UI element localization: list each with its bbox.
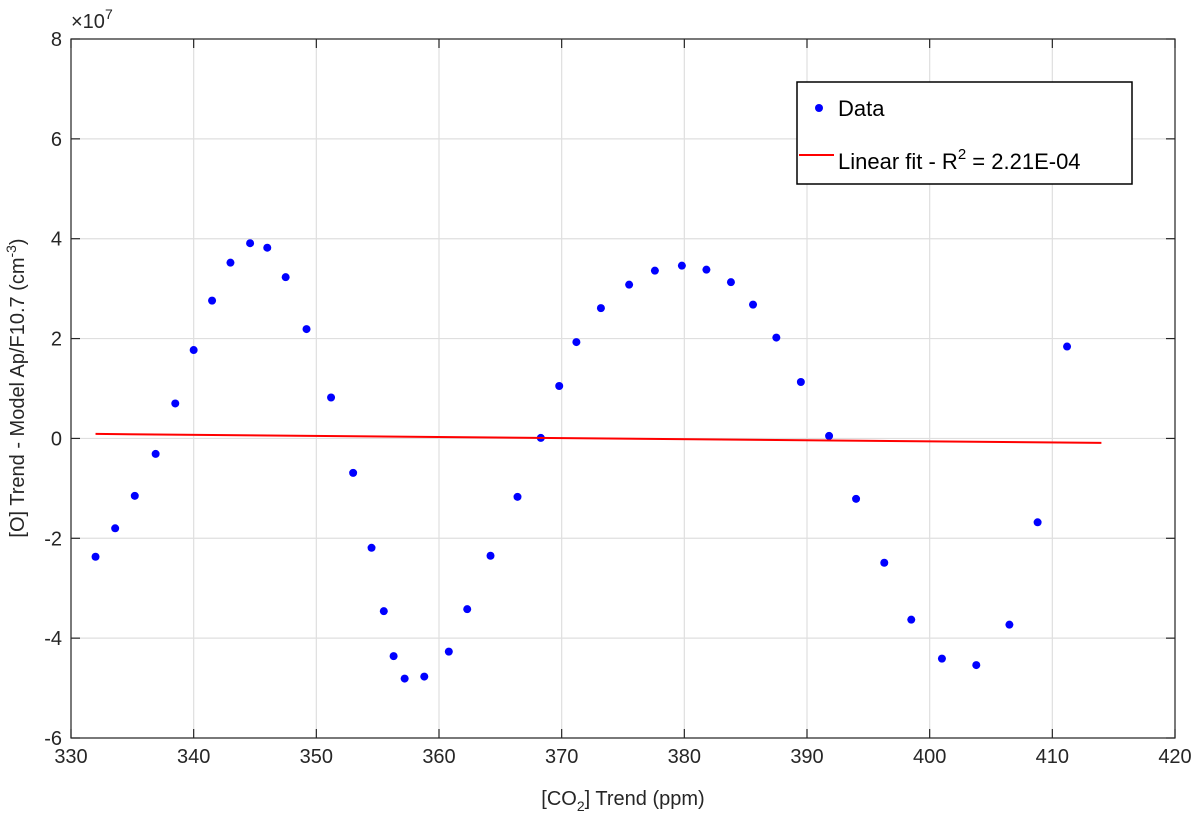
x-tick-label: 380: [668, 746, 701, 768]
x-tick-label: 390: [790, 746, 823, 768]
data-point: [677, 261, 686, 270]
x-tick-label: 370: [545, 746, 578, 768]
data-point: [349, 468, 358, 477]
y-axis-label-sup: -3: [3, 245, 19, 258]
data-point: [555, 382, 564, 391]
y-multiplier-exp: 7: [105, 6, 113, 22]
data-point: [572, 338, 581, 347]
legend-data-label: Data: [838, 96, 885, 121]
y-multiplier: ×107: [71, 6, 113, 33]
data-point: [463, 605, 472, 614]
data-point: [596, 304, 605, 313]
data-point: [130, 491, 139, 500]
data-point: [749, 300, 758, 309]
data-point: [281, 273, 290, 282]
y-axis-label-prefix: [O] Trend - Model Ap/F10.7 (cm: [7, 258, 29, 538]
x-tick-label: 410: [1036, 746, 1069, 768]
y-tick-label: -6: [44, 728, 62, 750]
data-point: [907, 615, 916, 624]
data-point: [852, 494, 861, 503]
data-point: [400, 674, 409, 683]
data-point: [972, 661, 981, 670]
data-point: [796, 378, 805, 387]
data-point: [772, 333, 781, 342]
y-axis-label: [O] Trend - Model Ap/F10.7 (cm-3): [3, 238, 29, 537]
data-point: [1063, 342, 1072, 351]
y-axis-label-suffix: ): [7, 238, 29, 245]
data-point: [151, 449, 160, 458]
data-point: [379, 607, 388, 616]
data-series: [91, 239, 1102, 683]
legend-data-marker: [815, 104, 823, 112]
x-axis-ticks: 330 340 350 360 370 380 390 400 410 420: [54, 39, 1192, 768]
x-axis-label-sub: 2: [577, 798, 585, 814]
x-axis-label-suffix: ] Trend (ppm): [585, 788, 705, 810]
y-axis-ticks: -6 -4 -2 0 2 4 6 8: [44, 29, 1175, 750]
data-point: [420, 672, 429, 681]
y-tick-label: 6: [51, 129, 62, 151]
data-point: [189, 346, 198, 355]
data-point: [702, 265, 711, 274]
data-point: [389, 652, 398, 661]
data-point: [327, 393, 336, 402]
x-axis-label: [CO2] Trend (ppm): [541, 788, 704, 814]
data-point: [91, 552, 100, 561]
x-tick-label: 350: [300, 746, 333, 768]
y-tick-label: 4: [51, 229, 62, 251]
x-tick-label: 330: [54, 746, 87, 768]
y-tick-label: -2: [44, 528, 62, 550]
legend-fit-label: Linear fit - R2 = 2.21E-04: [838, 146, 1081, 174]
y-tick-label: 2: [51, 329, 62, 351]
legend-fit-label-sup: 2: [958, 146, 966, 163]
data-point: [1033, 518, 1042, 527]
data-point: [726, 278, 735, 287]
x-tick-label: 420: [1158, 746, 1191, 768]
data-point: [444, 647, 453, 656]
data-point: [246, 239, 255, 248]
data-point: [825, 431, 834, 440]
y-tick-label: 0: [51, 428, 62, 450]
data-point: [1005, 620, 1014, 629]
x-tick-label: 360: [422, 746, 455, 768]
y-multiplier-base: ×10: [71, 11, 105, 33]
data-point: [513, 492, 522, 501]
y-tick-label: 8: [51, 29, 62, 51]
legend: Data Linear fit - R2 = 2.21E-04: [796, 81, 1133, 185]
data-point: [111, 524, 120, 533]
data-point: [937, 654, 946, 663]
data-point: [625, 280, 634, 289]
data-point: [226, 258, 235, 267]
plot-frame: [70, 38, 1176, 739]
legend-box: [796, 81, 1133, 185]
data-point: [486, 551, 495, 560]
data-point: [650, 266, 659, 275]
data-point: [367, 543, 376, 552]
x-tick-label: 340: [177, 746, 210, 768]
legend-fit-label-prefix: Linear fit - R: [838, 149, 958, 174]
data-point: [302, 325, 311, 334]
data-point: [208, 296, 217, 305]
linear-fit-line: [95, 432, 1102, 444]
x-tick-label: 400: [913, 746, 946, 768]
data-point: [263, 243, 272, 252]
legend-fit-label-suffix: = 2.21E-04: [966, 149, 1080, 174]
data-point: [880, 558, 889, 567]
x-axis-label-prefix: [CO: [541, 788, 577, 810]
data-point: [171, 399, 180, 408]
y-tick-label: -4: [44, 628, 62, 650]
